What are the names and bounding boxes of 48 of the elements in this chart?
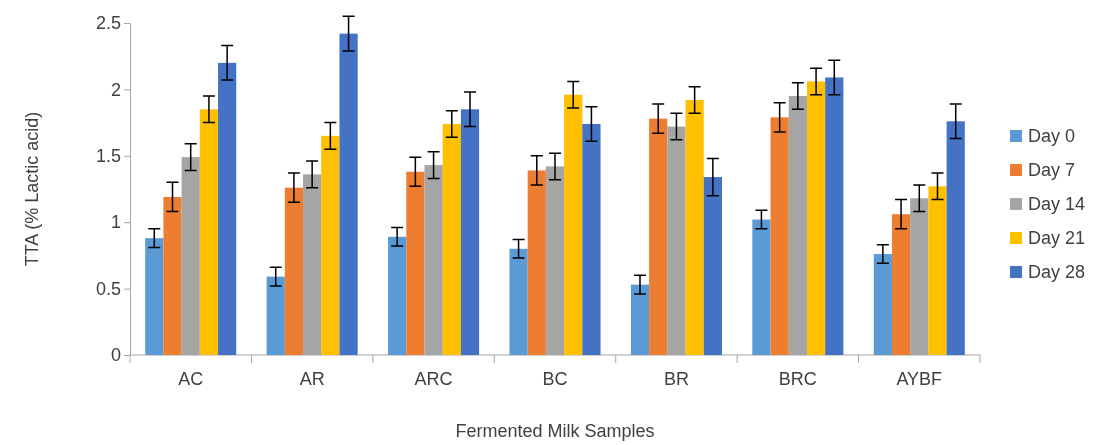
y-tick-label: 0 xyxy=(110,345,121,366)
bar xyxy=(825,77,844,355)
bar xyxy=(442,123,461,355)
bar xyxy=(388,236,407,355)
bar xyxy=(406,171,425,355)
x-tick-label: BR xyxy=(663,369,689,389)
bar xyxy=(649,118,668,355)
bar xyxy=(284,187,304,355)
bar xyxy=(806,81,826,355)
bar xyxy=(145,238,164,355)
y-tick-label: 1.5 xyxy=(95,146,121,167)
y-tick-label: 2 xyxy=(110,79,121,100)
bar xyxy=(582,123,601,355)
bar xyxy=(752,219,771,355)
bar xyxy=(527,170,546,355)
x-tick-label: AYBF xyxy=(896,369,943,389)
x-tick-label: BC xyxy=(542,369,568,389)
bar xyxy=(564,94,583,355)
bar xyxy=(891,214,911,355)
legend-label: Day 7 xyxy=(1028,160,1076,181)
bar xyxy=(321,135,340,355)
bar xyxy=(770,117,789,355)
bar xyxy=(339,33,358,355)
x-axis-title: Fermented Milk Samples xyxy=(455,421,655,441)
y-tick-label: 0.5 xyxy=(95,278,121,299)
x-tick-label: BRC xyxy=(778,369,817,389)
legend-label: Day 14 xyxy=(1028,194,1086,215)
bar xyxy=(199,109,219,355)
y-tick-label: 1 xyxy=(110,212,121,233)
bar xyxy=(218,62,237,355)
bar xyxy=(703,177,722,355)
x-tick-label: AC xyxy=(178,369,204,389)
x-tick-label: AR xyxy=(299,369,325,389)
bar xyxy=(460,109,480,355)
bar xyxy=(873,254,892,355)
bar xyxy=(946,121,965,355)
legend-label: Day 0 xyxy=(1028,126,1076,147)
bar xyxy=(509,248,528,355)
legend-label: Day 28 xyxy=(1028,262,1086,283)
bar xyxy=(630,284,650,355)
x-tick-label: ARC xyxy=(414,369,453,389)
bar xyxy=(266,276,285,355)
y-tick-label: 2.5 xyxy=(95,13,121,34)
bar xyxy=(928,186,947,355)
bar xyxy=(685,100,704,355)
bar xyxy=(163,196,182,355)
legend-label: Day 21 xyxy=(1028,228,1086,249)
y-axis-title: TTA (% Lactic acid) xyxy=(22,111,42,267)
